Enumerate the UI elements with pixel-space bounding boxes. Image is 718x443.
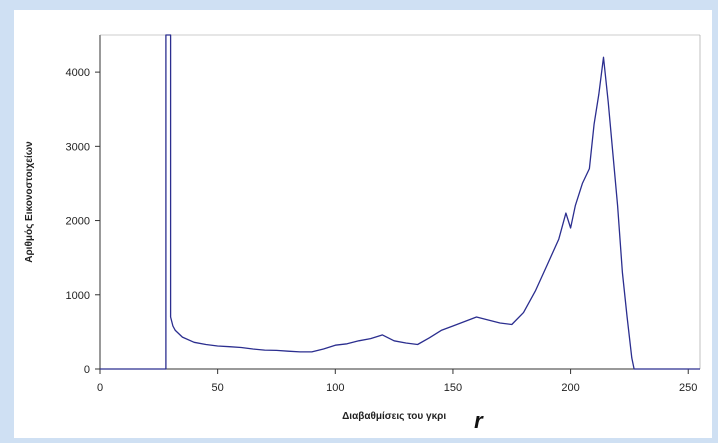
x-axis-title: Διαβαθμίσεις του γκρι <box>342 411 446 422</box>
y-tick-label: 3000 <box>66 141 90 153</box>
histogram-line <box>100 34 700 370</box>
histogram-chart: 0 50 100 150 200 250 0 1000 2000 3000 4000 Αριθμός… <box>24 34 701 433</box>
x-axis-symbol: r <box>474 408 484 433</box>
x-tick-label: 100 <box>326 382 344 394</box>
y-tick-label: 0 <box>84 364 90 376</box>
series-layer <box>100 34 700 370</box>
y-tick-label: 4000 <box>66 67 90 79</box>
x-tick-label: 150 <box>444 382 462 394</box>
ticks-group: 0 50 100 150 200 250 0 1000 2000 3000 4000 <box>66 67 698 394</box>
x-tick-label: 50 <box>212 382 224 394</box>
y-tick-label: 2000 <box>66 216 90 228</box>
chart-panel: 0 50 100 150 200 250 0 1000 2000 3000 4000 Αριθμός… <box>14 10 712 438</box>
plot-frame <box>100 34 701 369</box>
x-tick-label: 200 <box>561 382 579 394</box>
axes-group <box>99 35 700 370</box>
x-tick-label: 250 <box>679 382 697 394</box>
y-axis-title: Αριθμός Εικονοστοιχείων <box>24 141 35 263</box>
y-tick-label: 1000 <box>66 290 90 302</box>
x-tick-label: 0 <box>97 382 103 394</box>
